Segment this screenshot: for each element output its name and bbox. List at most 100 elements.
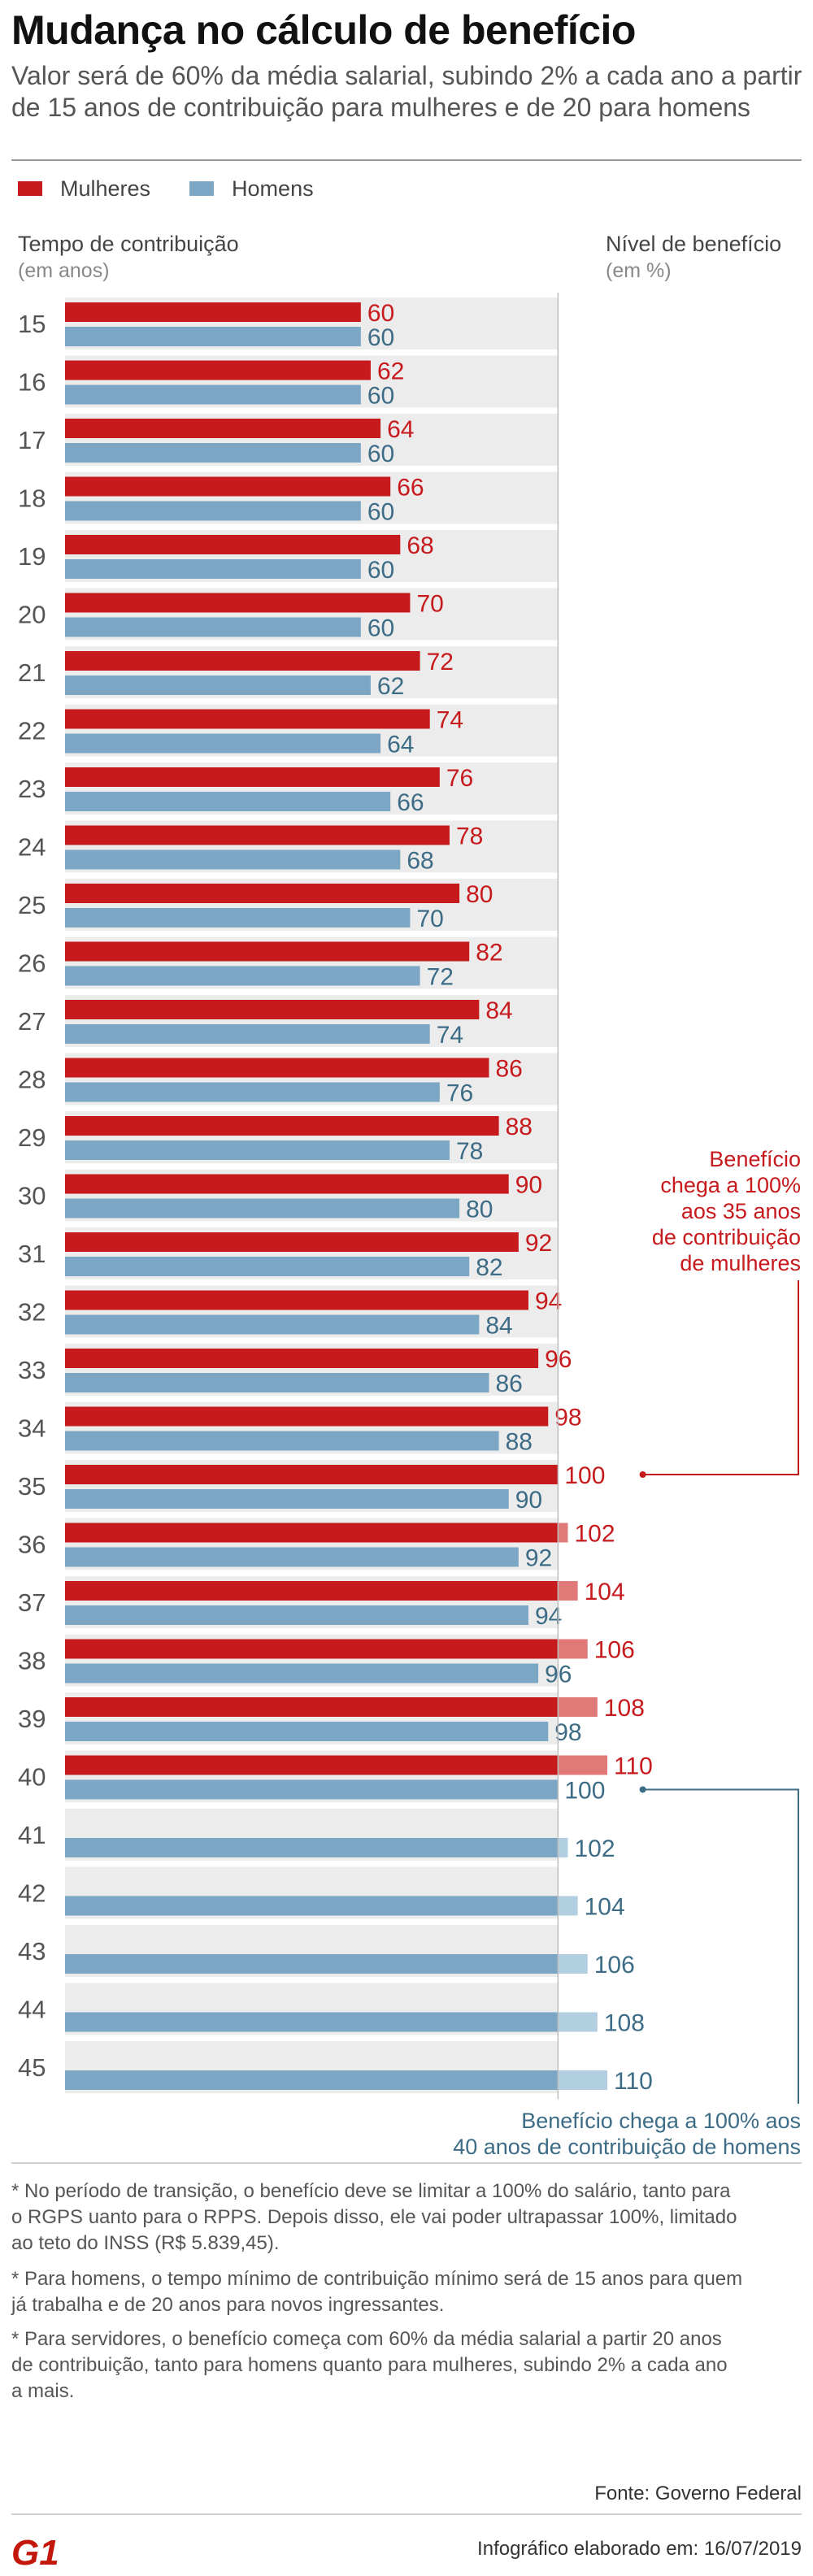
footnote-1: * No período de transição, o benefício d…	[11, 2180, 737, 2254]
y-axis-heading: Tempo de contribuição (em anos)	[18, 231, 239, 285]
legend: Mulheres Homens	[18, 174, 353, 203]
category-label: 28	[18, 1066, 46, 1094]
y-axis-unit: (em anos)	[18, 259, 110, 282]
bar-men	[65, 617, 361, 637]
bar-men	[65, 1663, 539, 1683]
bar-men	[65, 1431, 499, 1451]
g1-logo-text: G1	[11, 2533, 59, 2569]
chart-title: Mudança no cálculo de benefício	[11, 7, 636, 53]
bar-men	[65, 675, 371, 695]
bar-men-excess	[558, 2070, 607, 2090]
data-label-men: 84	[485, 1313, 512, 1340]
data-label-women: 80	[466, 881, 493, 908]
bar-women-excess	[558, 1581, 578, 1601]
data-label-women: 62	[377, 358, 404, 385]
bar-women	[65, 593, 411, 613]
data-label-men: 72	[427, 964, 454, 991]
category-label: 44	[18, 1996, 46, 2024]
bar-women	[65, 419, 381, 438]
bar-men	[65, 2070, 559, 2090]
data-label-women: 78	[456, 823, 483, 850]
bar-men	[65, 1257, 470, 1276]
data-label-women: 64	[387, 416, 414, 443]
data-label-women: 84	[485, 997, 512, 1024]
bar-men	[65, 1024, 430, 1044]
data-label-men: 76	[446, 1080, 473, 1107]
category-label: 32	[18, 1298, 46, 1327]
bar-women	[65, 1349, 539, 1368]
bar-men	[65, 1082, 440, 1102]
bar-men-excess	[558, 1954, 588, 1974]
bar-men	[65, 1722, 549, 1741]
footnote-3: * Para servidores, o benefício começa co…	[11, 2328, 728, 2402]
data-label-women: 108	[604, 1695, 645, 1722]
category-label: 33	[18, 1356, 46, 1384]
bar-men	[65, 1547, 519, 1567]
annotation-women-leader	[642, 1280, 799, 1475]
data-label-men: 90	[515, 1487, 542, 1514]
category-label: 16	[18, 368, 46, 397]
data-label-men: 60	[367, 441, 394, 467]
category-label: 24	[18, 833, 46, 862]
data-label-women: 68	[406, 532, 433, 559]
bar-women	[65, 825, 450, 845]
footnote-rule	[11, 2162, 802, 2164]
bar-men	[65, 501, 361, 521]
data-label-women: 66	[397, 475, 424, 502]
bar-men	[65, 966, 420, 986]
bar-women	[65, 476, 391, 497]
bar-men	[65, 849, 401, 870]
data-label-men: 60	[367, 383, 394, 410]
bar-women	[65, 1406, 549, 1427]
category-label: 29	[18, 1123, 46, 1152]
data-label-women: 70	[416, 591, 443, 618]
data-label-men: 60	[367, 324, 394, 351]
bar-men-excess	[558, 1896, 578, 1916]
data-label-men: 98	[554, 1719, 581, 1746]
bar-men	[65, 1896, 559, 1916]
bar-men	[65, 327, 361, 346]
data-label-women: 60	[367, 300, 394, 327]
data-label-men: 100	[564, 1778, 605, 1805]
data-label-men: 82	[476, 1254, 502, 1281]
g1-logo: G1	[11, 2533, 59, 2569]
legend-label-women: Mulheres	[60, 176, 151, 201]
header-rule	[11, 159, 802, 161]
bar-men	[65, 1373, 489, 1392]
bar-women	[65, 1755, 559, 1775]
category-label: 22	[18, 717, 46, 745]
data-label-men: 66	[397, 789, 424, 816]
bar-men	[65, 733, 381, 754]
bar-men-excess	[558, 1838, 568, 1857]
value-axis-unit: (em %)	[606, 259, 672, 282]
data-label-women: 86	[495, 1056, 522, 1083]
category-label: 25	[18, 891, 46, 919]
annotation-men: Benefício chega a 100% aos 40 anos de con…	[453, 2109, 801, 2159]
value-axis-heading: Nível de benefício (em %)	[606, 231, 781, 285]
bar-men	[65, 1140, 450, 1160]
bottom-rule	[11, 2513, 802, 2515]
bar-men	[65, 1954, 559, 1974]
y-axis-title: Tempo de contribuição	[18, 232, 239, 256]
bar-women	[65, 1000, 480, 1019]
legend-swatch-men	[189, 181, 215, 196]
data-label-women: 98	[554, 1405, 581, 1431]
category-label: 27	[18, 1007, 46, 1036]
data-label-women: 82	[476, 940, 502, 967]
legend-swatch-women	[18, 181, 42, 196]
bar-men	[65, 792, 391, 811]
bar-men	[65, 1779, 559, 1800]
data-label-men: 68	[406, 848, 433, 875]
data-label-men: 106	[594, 1952, 635, 1979]
category-label: 39	[18, 1705, 46, 1733]
bar-men	[65, 908, 411, 927]
category-label: 35	[18, 1472, 46, 1501]
category-label: 30	[18, 1182, 46, 1210]
value-axis-title: Nível de benefício	[606, 232, 782, 256]
bar-men	[65, 559, 361, 579]
bar-men	[65, 1838, 559, 1857]
bar-men	[65, 1198, 460, 1218]
bar-women	[65, 1290, 528, 1310]
category-label: 43	[18, 1937, 46, 1966]
bar-women	[65, 1697, 559, 1717]
